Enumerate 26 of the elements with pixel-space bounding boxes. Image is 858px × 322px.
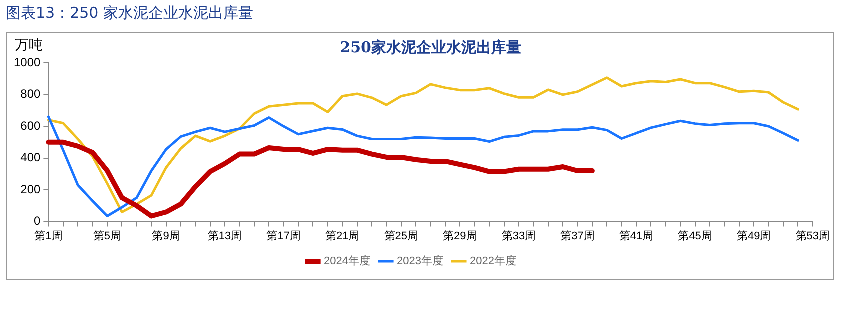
y-tick-label: 200 — [20, 182, 42, 196]
legend-label: 2022年度 — [470, 254, 516, 268]
x-tick-label: 第1周 — [34, 230, 63, 242]
y-tick-label: 0 — [34, 214, 42, 228]
x-tick-label: 第33周 — [502, 230, 536, 242]
x-tick-label: 第53周 — [796, 230, 830, 242]
x-tick-label: 第5周 — [93, 230, 122, 242]
legend-label: 2023年度 — [397, 254, 444, 268]
y-tick-label: 1000 — [14, 55, 42, 70]
chart-title: 250家水泥企业水泥出库量 — [340, 38, 522, 56]
text: 图表13：250 家水泥企业水泥出库量 — [6, 4, 254, 23]
x-tick-label: 第49周 — [736, 230, 772, 242]
x-tick-label: 第45周 — [678, 230, 712, 242]
y-tick-label: 800 — [20, 87, 42, 102]
x-tick-label: 第21周 — [325, 230, 360, 242]
y-tick-label: 600 — [20, 118, 42, 133]
x-tick-label: 第9周 — [152, 230, 180, 242]
x-tick-label: 第37周 — [560, 230, 595, 242]
y-axis-title: 万吨 — [15, 38, 43, 54]
x-tick-label: 第25周 — [384, 230, 419, 242]
x-tick-label: 第13周 — [208, 230, 242, 242]
y-tick-label: 400 — [20, 150, 42, 165]
x-tick-label: 第29周 — [443, 230, 478, 242]
legend-label: 2024年度 — [324, 254, 371, 268]
x-tick-label: 第41周 — [619, 230, 654, 242]
x-tick-label: 第17周 — [266, 230, 301, 242]
